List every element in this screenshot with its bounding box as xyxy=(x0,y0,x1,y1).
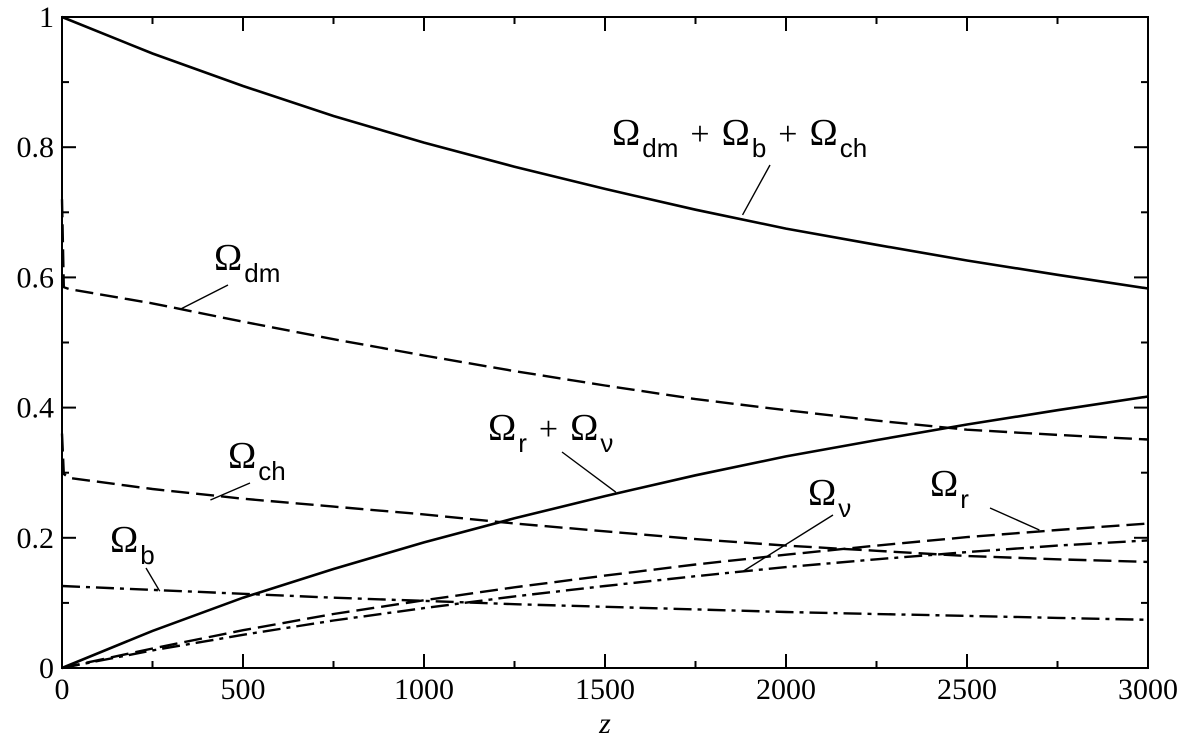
x-tick-label: 1500 xyxy=(575,673,635,706)
series-layer xyxy=(60,15,1149,670)
label-baryon: Ωb xyxy=(110,519,155,570)
label-dark-matter: Ωdm xyxy=(214,237,280,288)
series-line-2 xyxy=(60,433,1149,564)
x-tick-label: 1000 xyxy=(394,673,454,706)
series-line-5 xyxy=(61,522,1149,670)
label-pointer-5 xyxy=(742,514,834,573)
series-line-0 xyxy=(61,15,1149,290)
series-line-3 xyxy=(61,584,1149,621)
y-tick-label: 0.4 xyxy=(17,392,55,425)
y-tick-label: 0.8 xyxy=(17,131,55,164)
label-pointer-4 xyxy=(561,451,617,493)
x-tick-label: 500 xyxy=(221,673,266,706)
x-axis-label: z xyxy=(598,707,611,737)
label-pointer-0 xyxy=(741,164,771,216)
axis-tick-labels: 0 500 1000 1500 2000 2500 3000 0 0.2 0.4 0.6 0.8 1 xyxy=(17,1,1179,706)
plot-frame xyxy=(61,16,1149,669)
label-total-matter: Ωdm + Ωb + Ωch xyxy=(612,112,867,163)
y-tick-label: 1 xyxy=(39,1,54,34)
y-tick-label: 0 xyxy=(39,652,54,685)
series-line-1 xyxy=(60,199,1149,441)
label-pointer-3 xyxy=(145,567,161,592)
series-line-6 xyxy=(61,539,1149,670)
y-tick-label: 0.2 xyxy=(17,522,55,555)
label-pointer-6 xyxy=(989,507,1040,531)
label-chameleon: Ωch xyxy=(228,435,286,486)
x-tick-label: 3000 xyxy=(1118,673,1178,706)
axis-ticks xyxy=(61,16,1149,669)
series-line-4 xyxy=(61,395,1149,670)
label-pointer-1 xyxy=(181,284,229,310)
label-radiation: Ωr xyxy=(930,463,969,514)
label-radiation-neutrino: Ωr + Ων xyxy=(488,407,613,458)
x-tick-label: 2000 xyxy=(756,673,816,706)
x-tick-label: 2500 xyxy=(937,673,997,706)
y-tick-label: 0.6 xyxy=(17,261,55,294)
label-pointer-2 xyxy=(210,482,251,501)
label-pointers xyxy=(145,164,1040,592)
label-neutrino: Ων xyxy=(808,472,851,523)
x-tick-label: 0 xyxy=(55,673,70,706)
